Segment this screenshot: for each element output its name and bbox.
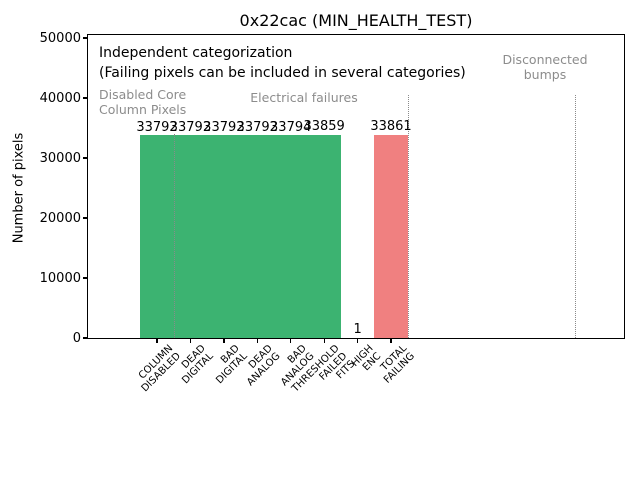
bar-value-label: 33792 [203, 119, 245, 135]
y-tick-label: 40000 [39, 90, 81, 106]
x-tick-label: BAD DIGITAL [214, 343, 250, 387]
bar-value-label: 33859 [303, 119, 345, 135]
bar [140, 135, 174, 338]
annotation-independent-categorization: Independent categorization [99, 45, 293, 61]
x-tick [390, 338, 392, 343]
group-label-electrical-failures: Electrical failures [250, 90, 358, 105]
y-tick-label: 20000 [39, 210, 81, 226]
bar-value-label: 1 [353, 322, 362, 338]
x-tick-label: TOTAL FAILING [378, 343, 417, 386]
group-label-disconnected-bumps: Disconnected bumps [502, 52, 588, 82]
y-tick [83, 337, 88, 339]
x-tick [290, 338, 292, 343]
bar [374, 134, 408, 338]
x-tick [356, 338, 359, 343]
bar [274, 135, 308, 338]
bar-value-label: 33792 [136, 119, 178, 135]
annotation-failing-pixels-note: (Failing pixels can be included in sever… [99, 65, 466, 81]
bar-value-label: 33792 [169, 119, 212, 135]
y-tick [83, 37, 88, 39]
y-tick-label: 50000 [39, 30, 81, 46]
bar [207, 135, 241, 338]
y-tick [83, 277, 88, 279]
x-tick [223, 338, 225, 343]
separator-line [574, 95, 576, 338]
chart-title: 0x22cac (MIN_HEALTH_TEST) [239, 11, 473, 30]
y-tick [83, 217, 88, 219]
bar-value-label: 33861 [370, 119, 412, 135]
x-tick-label: DEAD DIGITAL [180, 343, 217, 387]
bar [240, 135, 274, 338]
x-tick [256, 338, 258, 343]
y-tick-label: 30000 [39, 150, 81, 166]
y-tick-label: 10000 [39, 270, 81, 286]
y-tick-label: 0 [72, 330, 81, 346]
x-tick [323, 338, 325, 343]
bar [307, 134, 341, 338]
bar-value-label: 33794 [270, 119, 312, 135]
x-tick [156, 338, 158, 343]
separator-line [173, 134, 175, 338]
y-tick [83, 157, 88, 159]
y-tick [83, 97, 88, 99]
bar-value-label: 33792 [236, 119, 278, 135]
x-tick [189, 338, 192, 343]
bar [173, 135, 208, 338]
separator-line [407, 95, 409, 338]
group-label-disabled-core-column-pixels: Disabled Core Column Pixels [99, 87, 187, 117]
